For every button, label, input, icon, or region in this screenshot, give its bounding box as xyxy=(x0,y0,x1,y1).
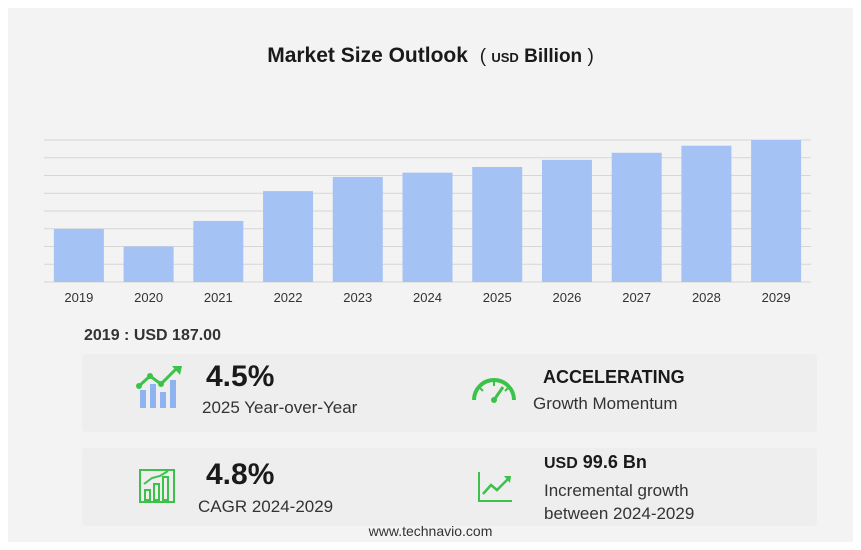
bar-2027 xyxy=(611,152,662,282)
incremental-label-line2: between 2024-2029 xyxy=(544,504,695,523)
line-growth-icon xyxy=(478,472,512,502)
incremental-value: USD 99.6 Bn xyxy=(544,452,647,472)
stats-panel-bottom xyxy=(82,448,817,526)
stats-panel-top xyxy=(82,354,817,432)
x-tick-label: 2020 xyxy=(134,290,163,305)
yoy-label: 2025 Year-over-Year xyxy=(202,398,358,417)
x-tick-label: 2021 xyxy=(204,290,233,305)
bar-2024 xyxy=(402,172,453,282)
bar-2026 xyxy=(541,159,592,282)
x-tick-label: 2022 xyxy=(274,290,303,305)
x-tick-label: 2024 xyxy=(413,290,442,305)
bar-2020 xyxy=(123,246,174,282)
x-tick-label: 2025 xyxy=(483,290,512,305)
source-footer: www.technavio.com xyxy=(368,523,493,539)
cagr-value: 4.8% xyxy=(206,458,275,491)
bar-2029 xyxy=(751,140,802,282)
x-tick-label: 2026 xyxy=(552,290,581,305)
x-tick-label: 2028 xyxy=(692,290,721,305)
incremental-label-line1: Incremental growth xyxy=(544,481,689,500)
bar-chart: 2019 2020 2021 2022 2023 2024 2025 2026 2027 2028… xyxy=(44,139,811,305)
title-main: Market Size Outlook xyxy=(267,44,468,67)
bar-growth-icon xyxy=(139,469,175,503)
bar-2022 xyxy=(263,191,314,282)
bar-2028 xyxy=(681,145,732,282)
bar-2025 xyxy=(472,166,523,282)
chart-title: Market Size Outlook ( USD Billion ) xyxy=(0,44,861,68)
x-tick-label: 2023 xyxy=(343,290,372,305)
yoy-value: 4.5% xyxy=(206,360,275,393)
x-tick-label: 2029 xyxy=(762,290,791,305)
speedometer-icon xyxy=(472,378,516,403)
title-unit: ( USD Billion ) xyxy=(479,46,594,67)
x-tick-label: 2019 xyxy=(64,290,93,305)
trend-bars-icon xyxy=(136,366,182,408)
base-year-value: 2019 : USD 187.00 xyxy=(84,327,221,344)
bar-2019 xyxy=(53,228,104,282)
momentum-label: Growth Momentum xyxy=(533,394,678,413)
cagr-label: CAGR 2024-2029 xyxy=(198,497,334,516)
x-tick-label: 2027 xyxy=(622,290,651,305)
momentum-heading: ACCELERATING xyxy=(543,367,685,387)
bar-2021 xyxy=(193,220,244,282)
bar-2023 xyxy=(332,176,383,282)
